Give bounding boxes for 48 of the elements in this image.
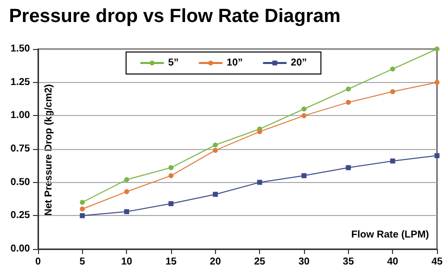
x-tick-label: 30 bbox=[298, 256, 310, 268]
point bbox=[124, 209, 130, 214]
point bbox=[80, 206, 85, 212]
legend-label: 10” bbox=[226, 58, 243, 68]
x-tick-label: 35 bbox=[342, 256, 354, 268]
chart-title: Pressure drop vs Flow Rate Diagram bbox=[9, 6, 341, 27]
point bbox=[80, 200, 85, 205]
point bbox=[257, 129, 262, 134]
point bbox=[302, 173, 306, 178]
point bbox=[302, 106, 306, 112]
x-tick-label: 45 bbox=[431, 256, 443, 268]
point bbox=[390, 158, 396, 164]
point bbox=[346, 100, 351, 105]
point bbox=[434, 46, 440, 52]
point bbox=[302, 113, 306, 118]
point bbox=[434, 153, 440, 158]
point bbox=[212, 192, 218, 197]
y-tick-label: 0.25 bbox=[10, 210, 30, 222]
legend-label: 20” bbox=[290, 58, 307, 68]
point bbox=[168, 173, 174, 178]
point bbox=[390, 66, 396, 72]
x-tick-label: 20 bbox=[210, 256, 222, 268]
point bbox=[346, 86, 351, 92]
x-tick-label: 0 bbox=[35, 256, 42, 268]
x-tick-label: 25 bbox=[254, 256, 266, 268]
point bbox=[212, 148, 218, 153]
point bbox=[257, 180, 262, 185]
x-tick-label: 5 bbox=[80, 256, 86, 268]
x-tick-label: 40 bbox=[387, 256, 399, 268]
point bbox=[124, 177, 130, 182]
y-tick-label: 1.25 bbox=[10, 76, 30, 88]
y-tick-label: 0.50 bbox=[10, 176, 30, 188]
legend-label: 5” bbox=[168, 58, 179, 68]
y-tick-label: 0.00 bbox=[10, 244, 30, 254]
y-tick-label: 0.75 bbox=[10, 144, 30, 154]
point bbox=[168, 201, 174, 206]
y-tick-label: 1.00 bbox=[10, 110, 30, 122]
point bbox=[390, 89, 396, 94]
point bbox=[168, 165, 174, 170]
x-tick-label: 15 bbox=[165, 256, 177, 268]
point bbox=[124, 189, 130, 194]
x-tick-label: 10 bbox=[121, 256, 133, 268]
point bbox=[212, 142, 218, 148]
x-axis-title: Flow Rate (LPM) bbox=[351, 230, 430, 240]
point bbox=[434, 80, 440, 85]
point bbox=[346, 165, 351, 170]
y-tick-label: 1.50 bbox=[10, 44, 30, 54]
point bbox=[80, 213, 85, 218]
